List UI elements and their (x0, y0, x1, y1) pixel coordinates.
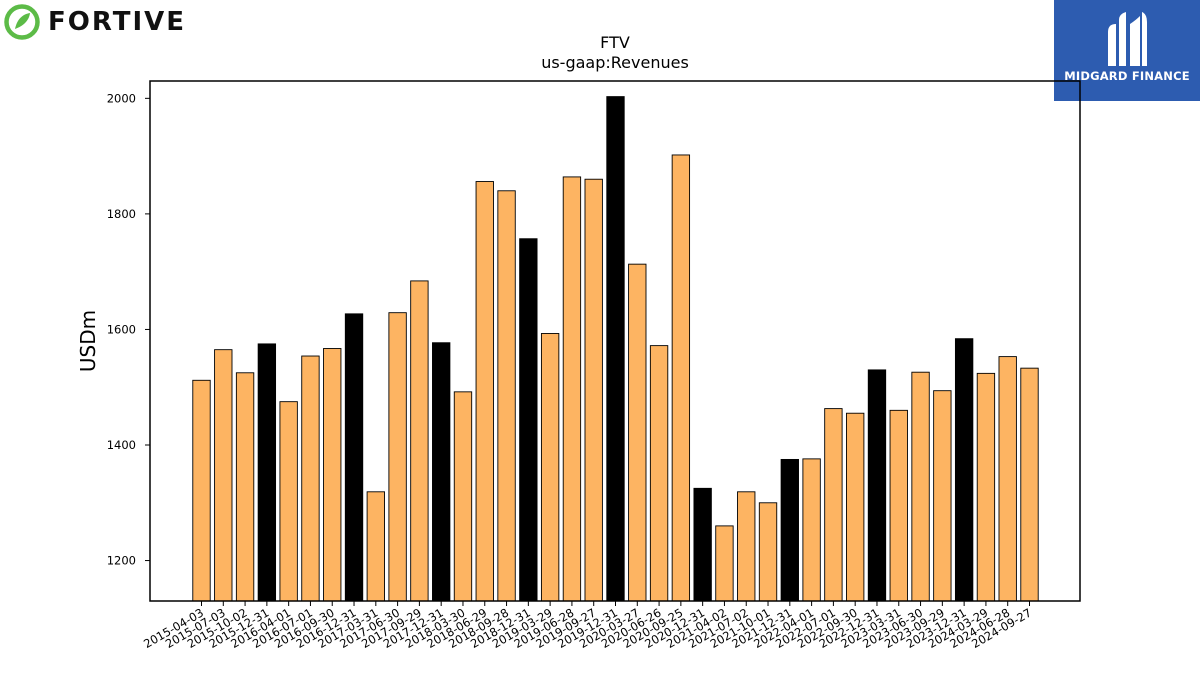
bar-2021-07-02 (737, 491, 756, 602)
bar-2020-12-31 (693, 487, 712, 602)
bar-2019-06-28 (562, 176, 582, 602)
y-tick-label: 1600 (107, 322, 136, 336)
bar-2018-03-30 (453, 391, 473, 602)
y-tick-label: 2000 (107, 91, 136, 105)
midgard-m-icon (1108, 12, 1147, 66)
bar-2016-09-30 (323, 348, 342, 602)
fortive-logo: FORTIVE (4, 4, 186, 40)
bar-2021-04-02 (715, 525, 734, 602)
company-name: FORTIVE (48, 7, 187, 37)
bar-2016-12-31 (344, 313, 364, 602)
bar-series (192, 96, 1039, 602)
bar-2018-12-31 (519, 238, 538, 602)
y-tick-label: 1800 (107, 207, 136, 221)
bar-2023-06-30 (911, 371, 930, 602)
bar-2017-12-31 (432, 342, 451, 602)
bar-2022-12-31 (867, 369, 887, 602)
bar-2023-12-31 (954, 338, 974, 602)
midgard-finance-logo: MIDGARD FINANCE (1054, 0, 1200, 101)
publisher-name: MIDGARD FINANCE (1064, 69, 1190, 83)
bar-2023-09-29 (933, 390, 952, 602)
chart-subtitle: us-gaap:Revenues (541, 53, 689, 72)
bar-2023-03-31 (889, 409, 908, 602)
bar-2018-09-28 (497, 190, 516, 602)
bar-2015-07-03 (214, 349, 233, 602)
bar-2019-03-29 (540, 333, 560, 602)
bar-2020-06-26 (649, 345, 669, 602)
bar-2019-12-31 (606, 96, 625, 602)
bar-2024-06-28 (998, 356, 1017, 602)
fortive-leaf-icon (4, 4, 40, 40)
bar-2022-09-30 (846, 412, 865, 602)
bar-2022-07-01 (824, 408, 843, 602)
bar-2024-09-27 (1020, 367, 1039, 602)
bar-2020-09-25 (671, 154, 691, 602)
bar-2021-10-01 (758, 502, 778, 602)
y-axis-label: USDm (76, 310, 100, 372)
bar-2016-07-01 (301, 355, 320, 602)
bar-2016-04-01 (279, 401, 298, 602)
bar-2015-12-31 (257, 343, 277, 602)
bar-2017-06-30 (388, 312, 407, 602)
bar-2022-04-01 (802, 458, 821, 602)
bar-2017-09-29 (410, 280, 429, 602)
plot-frame (149, 80, 1081, 602)
bar-2015-10-02 (235, 372, 255, 602)
bar-2021-12-31 (780, 458, 799, 602)
y-tick-label: 1200 (107, 554, 136, 568)
bar-2019-09-27 (584, 178, 603, 602)
bar-2017-03-31 (366, 491, 385, 602)
bar-2020-03-27 (628, 263, 647, 602)
bar-2015-04-03 (192, 379, 211, 602)
x-axis-ticks: 2015-04-032015-07-032015-10-022015-12-31… (141, 601, 1034, 651)
bar-2018-06-29 (475, 181, 494, 602)
chart-title: FTV (600, 33, 630, 52)
bar-2024-03-29 (976, 372, 996, 602)
y-tick-label: 1400 (107, 438, 136, 452)
y-axis-ticks: 1200 1400 1600 1800 2000 (107, 91, 150, 568)
